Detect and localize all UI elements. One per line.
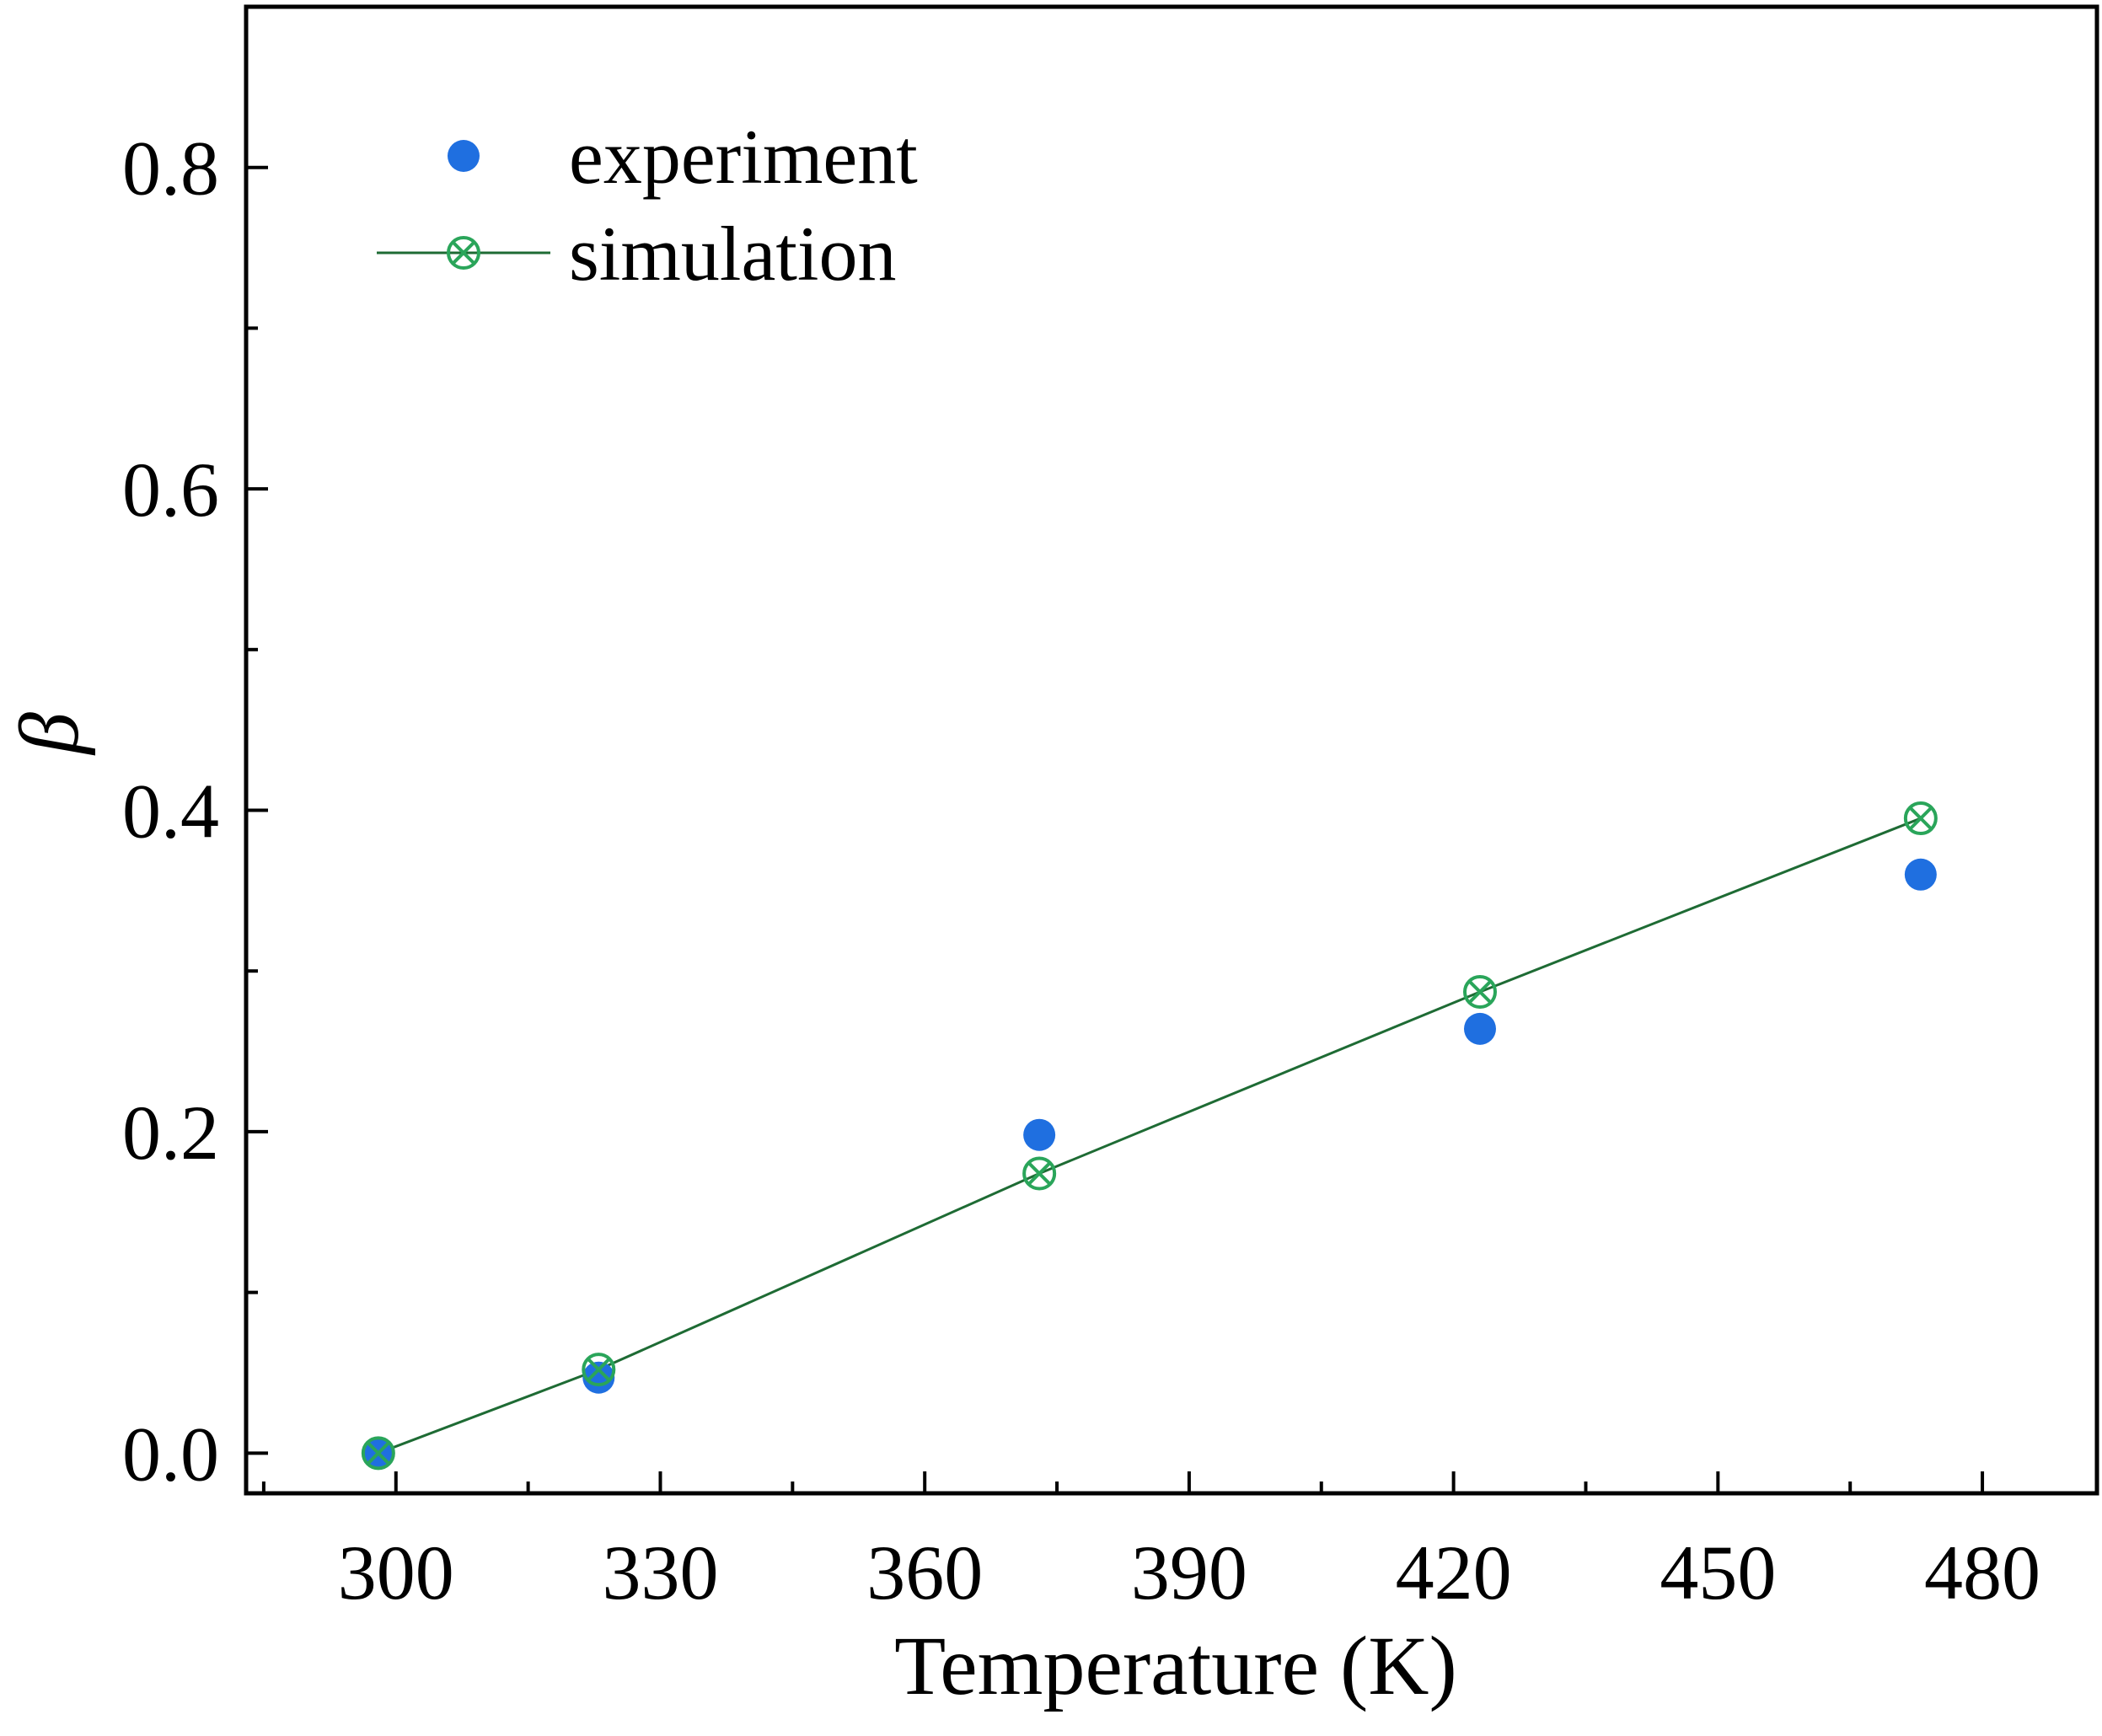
experiment-point <box>582 1361 615 1394</box>
marker-cross-b <box>366 1441 390 1465</box>
experiment-point <box>1023 1118 1056 1151</box>
y-tick-label: 0.0 <box>122 1411 219 1497</box>
legend-simulation-marker <box>447 236 480 270</box>
x-axis-label: Temperature (K) <box>894 1619 1457 1712</box>
legend-simulation-label: simulation <box>569 211 896 297</box>
simulation-point <box>1903 801 1938 836</box>
simulation-point <box>1022 1156 1057 1191</box>
experiment-point <box>1464 1012 1496 1045</box>
y-tick-label: 0.6 <box>122 447 219 533</box>
legend-experiment-label: experiment <box>569 114 918 200</box>
x-tick-label: 300 <box>338 1530 454 1615</box>
marker-cross-b <box>587 1358 611 1382</box>
marker-cross-b <box>1027 1161 1052 1186</box>
marker-ring <box>1463 975 1497 1010</box>
legend-experiment-marker <box>448 140 480 172</box>
marker-cross-b <box>451 240 476 265</box>
x-tick-label: 420 <box>1396 1530 1512 1615</box>
marker-cross-b <box>1908 806 1933 831</box>
x-tick-label: 360 <box>866 1530 983 1615</box>
marker-cross-b <box>1467 979 1493 1005</box>
y-tick-label: 0.8 <box>122 126 219 212</box>
marker-ring <box>1903 801 1938 836</box>
y-tick-label: 0.4 <box>122 769 219 855</box>
marker-ring <box>1022 1156 1057 1191</box>
y-tick-label: 0.2 <box>122 1090 219 1176</box>
series-layer <box>361 801 1938 1471</box>
experiment-point <box>1904 858 1937 891</box>
legend: experiment simulation <box>377 114 918 297</box>
plot-frame <box>244 4 2099 1496</box>
x-tick-label: 450 <box>1660 1530 1776 1615</box>
y-axis-ticks: 0.0 0.2 0.4 0.6 0.8 <box>122 126 268 1497</box>
simulation-point <box>1463 975 1497 1010</box>
marker-ring <box>447 236 480 270</box>
plot-border <box>244 4 2099 1496</box>
marker-ring <box>582 1353 616 1387</box>
simulation-point <box>582 1353 616 1387</box>
x-tick-label: 330 <box>602 1530 718 1615</box>
marker-ring <box>361 1436 395 1471</box>
x-axis-ticks: 300 330 360 390 420 450 480 <box>261 1471 2040 1615</box>
x-tick-label: 390 <box>1131 1530 1247 1615</box>
x-tick-label: 480 <box>1924 1530 2040 1615</box>
y-axis-label: β <box>3 712 96 756</box>
simulation-point <box>361 1436 395 1471</box>
